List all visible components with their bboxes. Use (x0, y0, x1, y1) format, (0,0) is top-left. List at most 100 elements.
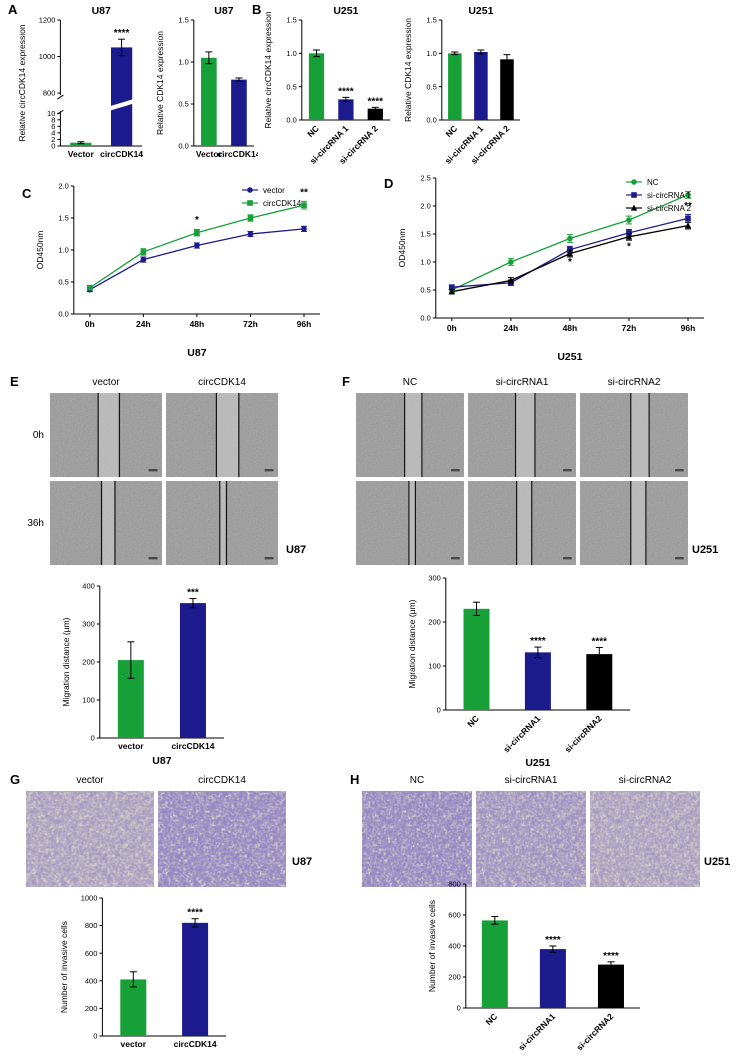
svg-text:1.0: 1.0 (420, 258, 430, 267)
scale-bar (563, 557, 572, 560)
svg-text:OD450nm: OD450nm (35, 231, 45, 270)
wound-image-NC-36h (356, 481, 464, 565)
wound-microscopy-image (580, 393, 688, 477)
chart-svg: 0.00.51.01.5NC****si-circRNA 1****si-cir… (263, 5, 390, 166)
wound-image-vector-36h (50, 481, 162, 565)
condition-header-vector: vector (92, 377, 120, 388)
svg-text:200: 200 (448, 973, 461, 982)
svg-text:96h: 96h (297, 319, 312, 329)
svg-text:vector: vector (121, 1039, 147, 1049)
svg-text:vector: vector (263, 186, 285, 195)
invasion-image-circCDK14 (158, 791, 286, 887)
invasion-image-si-circRNA1 (476, 791, 586, 887)
wound-image-vector-0h (50, 393, 162, 477)
wound-microscopy-image (356, 393, 464, 477)
svg-text:800: 800 (85, 921, 98, 930)
svg-text:0: 0 (91, 734, 95, 743)
svg-text:circCDK14: circCDK14 (174, 1039, 217, 1049)
svg-text:200: 200 (85, 1004, 98, 1013)
svg-text:Migration distance (μm): Migration distance (μm) (61, 617, 71, 706)
svg-text:U251: U251 (525, 757, 550, 769)
chart-svg: 0 200 400 600 800 NC **** si-circRNA1 **** si-cir… (427, 880, 640, 1052)
svg-text:****: **** (187, 908, 203, 919)
scale-bar (264, 557, 274, 560)
svg-text:0.5: 0.5 (58, 278, 68, 287)
svg-text:si-circRNA 2: si-circRNA 2 (647, 204, 692, 213)
svg-text:48h: 48h (190, 319, 205, 329)
condition-header-si-circRNA1: si-circRNA1 (504, 775, 558, 786)
svg-text:si-circRNA2: si-circRNA2 (574, 1011, 615, 1052)
svg-text:si-circRNA 1: si-circRNA 1 (647, 191, 692, 200)
svg-text:0.5: 0.5 (426, 82, 436, 91)
svg-text:U87: U87 (152, 755, 171, 767)
chart-a-circcdk14-expression: 0 2 4 6 8 10 800 1000 1200 Vector **** circCDK14 U87… (16, 4, 146, 162)
svg-text:0h: 0h (447, 323, 457, 333)
svg-text:Migration distance (μm): Migration distance (μm) (407, 599, 417, 688)
cell-line-label-u251-f: U251 (692, 544, 719, 556)
svg-text:U251: U251 (333, 5, 358, 17)
condition-header-NC: NC (402, 377, 418, 388)
svg-text:300: 300 (428, 574, 441, 583)
wound-image-circCDK14-36h (166, 481, 278, 565)
cell-line-label-u251-h: U251 (704, 856, 731, 868)
svg-text:4: 4 (51, 128, 55, 137)
svg-text:1200: 1200 (39, 16, 56, 25)
wound-microscopy-image (166, 393, 278, 477)
svg-text:2.5: 2.5 (420, 174, 430, 183)
svg-text:800: 800 (43, 89, 56, 98)
svg-text:circCDK14: circCDK14 (217, 149, 258, 159)
wound-microscopy-image (50, 393, 162, 477)
scale-bar (264, 469, 274, 472)
svg-text:si-circRNA1: si-circRNA1 (501, 713, 542, 754)
condition-header-si-circRNA2: si-circRNA2 (618, 775, 672, 786)
chart-svg: 0 200 400 600 800 1000 vector **** circCDK14 Numb… (59, 894, 226, 1049)
svg-text:800: 800 (448, 880, 461, 889)
svg-text:48h: 48h (563, 323, 578, 333)
svg-text:400: 400 (85, 976, 98, 985)
scale-bar (675, 557, 684, 560)
svg-text:1.5: 1.5 (286, 16, 296, 25)
condition-header-circCDK14: circCDK14 (198, 775, 246, 786)
wound-healing-grid-u251: NC si-circRNA1 si-circRNA2 (356, 376, 688, 569)
svg-text:***: *** (187, 588, 199, 599)
svg-text:24h: 24h (136, 319, 151, 329)
time-label-36h: 36h (27, 517, 44, 529)
svg-text:0: 0 (437, 706, 441, 715)
wound-healing-grid-u87: vector circCDK14 0h 36h (20, 376, 278, 569)
chart-g-invasive-cells-u87: 0 200 400 600 800 1000 vector **** circCDK14 Numb… (58, 890, 230, 1052)
condition-header-vector: vector (76, 775, 104, 786)
svg-text:400: 400 (82, 582, 95, 591)
scale-bar (563, 469, 572, 472)
svg-text:24h: 24h (504, 323, 519, 333)
svg-text:1.0: 1.0 (286, 49, 296, 58)
svg-text:0: 0 (51, 142, 55, 151)
condition-header-si-circRNA1: si-circRNA1 (495, 377, 549, 388)
svg-text:6: 6 (51, 122, 55, 131)
wound-microscopy-image (468, 393, 576, 477)
wound-microscopy-image (166, 481, 278, 565)
wound-microscopy-image (468, 481, 576, 565)
svg-text:2.0: 2.0 (58, 182, 68, 191)
svg-text:si-circRNA2: si-circRNA2 (563, 713, 604, 754)
chart-f-migration-distance-u251: 0 100 200 300 NC **** si-circRNA1 **** si-circRN… (406, 570, 634, 770)
wound-microscopy-image (50, 481, 162, 565)
svg-text:1.0: 1.0 (58, 246, 68, 255)
svg-text:U251: U251 (557, 351, 582, 363)
svg-text:**: ** (684, 201, 692, 212)
svg-text:0.0: 0.0 (178, 142, 188, 151)
svg-text:600: 600 (85, 949, 98, 958)
scale-bar (451, 557, 460, 560)
wound-image-si-circRNA1-36h (468, 481, 576, 565)
svg-text:2.0: 2.0 (420, 202, 430, 211)
svg-text:0.5: 0.5 (420, 286, 430, 295)
chart-d-proliferation-u251: 0.0 0.5 1.0 1.5 2.0 2.5 0h 24h 48h 72h 96h * * ** NC si… (396, 170, 718, 364)
svg-text:2: 2 (51, 135, 55, 144)
svg-text:0h: 0h (85, 319, 95, 329)
panel-label-f: F (342, 374, 350, 389)
svg-text:circCDK14: circCDK14 (171, 741, 214, 751)
svg-text:**: ** (300, 188, 308, 199)
chart-svg: 0.00.51.01.52.02.50h 24h 48h 72h 96h****NCsi… (397, 174, 704, 363)
svg-text:Relative circCDK14 expression: Relative circCDK14 expression (17, 24, 27, 141)
svg-text:****: **** (545, 935, 561, 946)
